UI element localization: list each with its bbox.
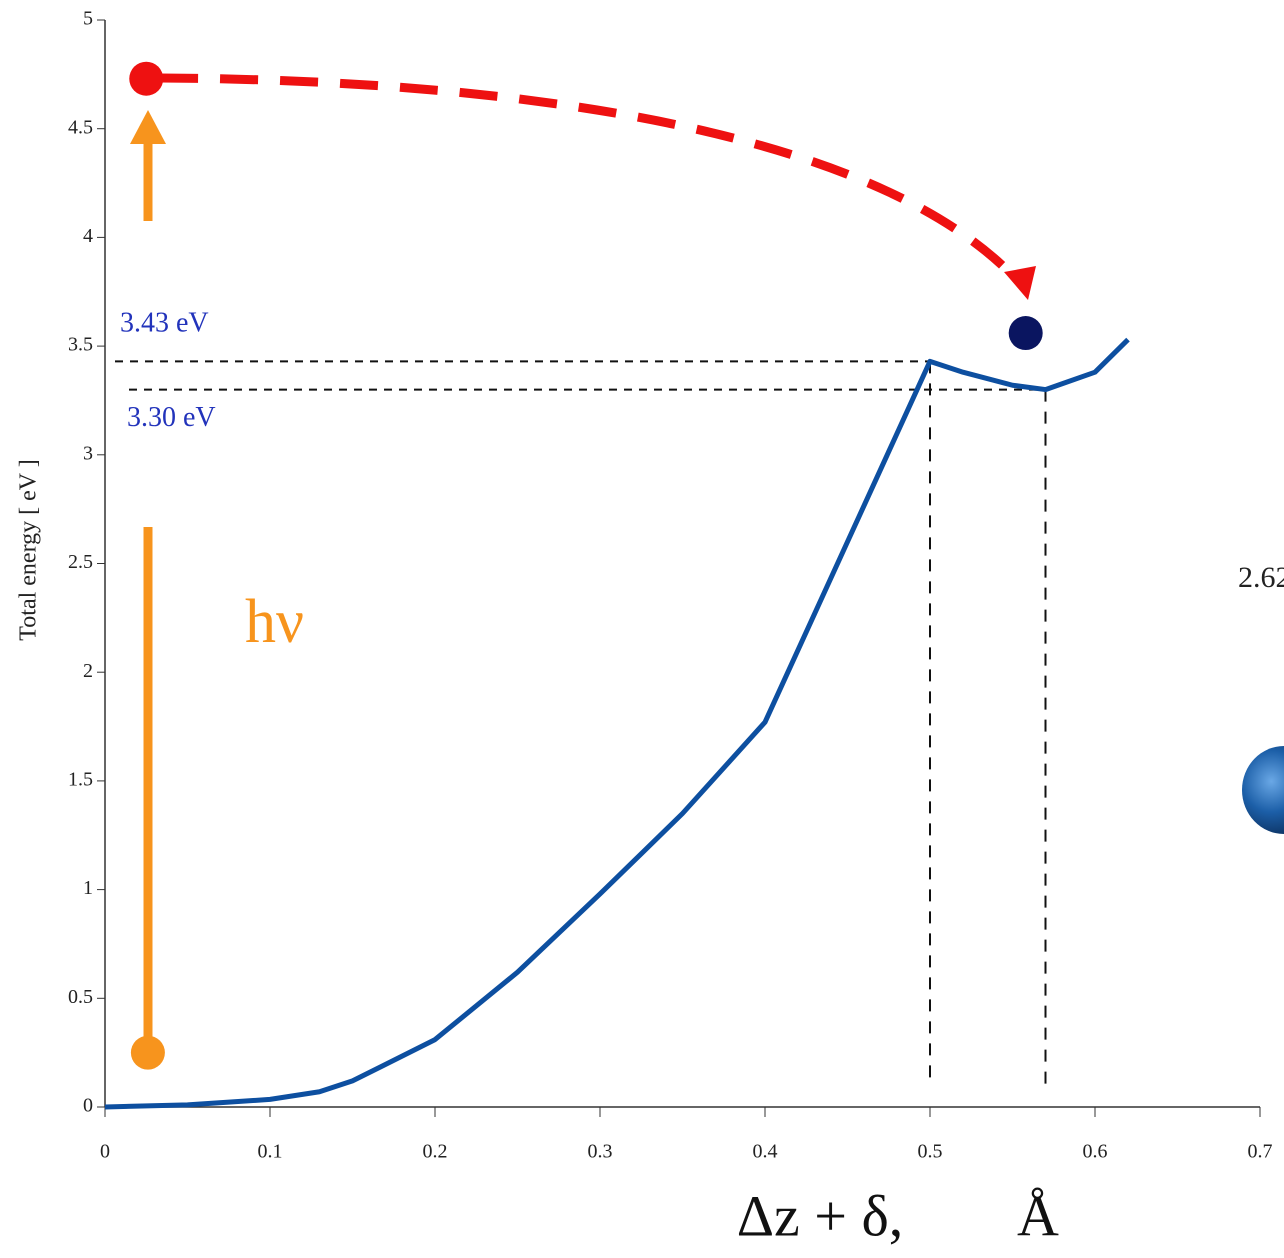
- y-tick-label: 3: [83, 442, 93, 464]
- energy-curve: [104, 337, 1130, 1110]
- state-marker: [1008, 316, 1043, 351]
- x-axis-label: Δz + δ,: [737, 1183, 904, 1248]
- y-tick-label: 4.5: [68, 116, 93, 138]
- molecule-sphere: [1242, 746, 1284, 834]
- y-tick-label: 5: [83, 8, 93, 30]
- x-tick-label: 0.4: [753, 1141, 778, 1163]
- x-tick-label: 0.6: [1083, 1141, 1108, 1163]
- x-tick-label: 0.1: [258, 1141, 283, 1163]
- side-label: 2.62: [1238, 561, 1284, 594]
- y-axis-label: Total energy [ eV ]: [16, 459, 42, 640]
- y-tick-label: 1.5: [68, 768, 93, 790]
- state-marker: [129, 61, 164, 96]
- transition-arrow: [159, 73, 1009, 272]
- reference-label: 3.30 eV: [127, 402, 216, 433]
- y-tick-label: 1: [83, 877, 93, 899]
- y-tick-label: 0: [83, 1095, 93, 1117]
- x-tick-label: 0.7: [1248, 1141, 1273, 1163]
- state-marker: [130, 1035, 165, 1070]
- x-tick-label: 0: [100, 1141, 110, 1163]
- y-tick-label: 2.5: [68, 551, 93, 573]
- x-tick-label: 0.3: [588, 1141, 613, 1163]
- y-tick-label: 0.5: [68, 986, 93, 1008]
- y-tick-label: 2: [83, 660, 93, 682]
- y-tick-label: 3.5: [68, 334, 93, 356]
- reference-label: 3.43 eV: [120, 308, 209, 339]
- x-tick-label: 0.2: [423, 1141, 448, 1163]
- x-tick-label: 0.5: [918, 1141, 943, 1163]
- x-axis-unit: Å: [1017, 1183, 1059, 1248]
- arrow-head: [130, 110, 166, 144]
- photon-label: hν: [245, 588, 304, 656]
- arrow-head: [1004, 266, 1036, 300]
- y-tick-label: 4: [83, 225, 93, 247]
